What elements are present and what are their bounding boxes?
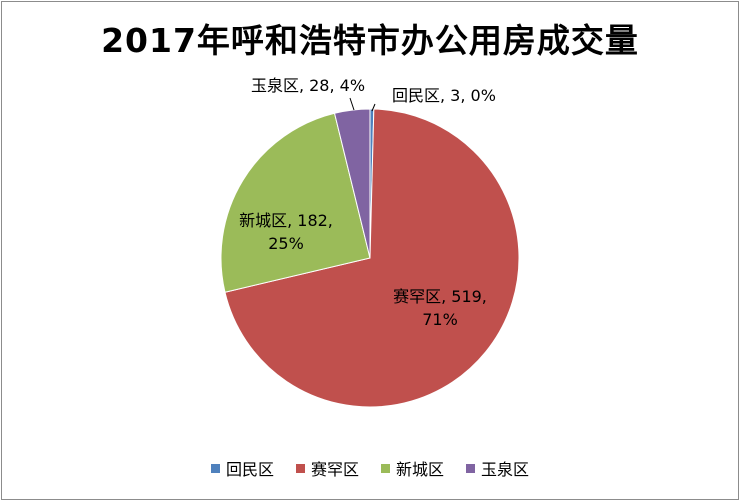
data-label-1-line-1: 回民区, 3, 0%	[392, 86, 496, 105]
legend-label: 玉泉区	[481, 460, 530, 479]
leader-line-1	[371, 103, 376, 112]
pie-slice-4	[333, 108, 371, 259]
legend-label: 新城区	[396, 460, 445, 479]
legend-item-2: 赛罕区	[295, 456, 359, 480]
leader-line-4	[349, 97, 355, 111]
data-label-2-line-2: 71%	[422, 310, 458, 329]
legend-item-3: 新城区	[381, 456, 444, 480]
pie-slice-3	[220, 112, 371, 293]
legend-item-4: 玉泉区	[466, 456, 529, 480]
data-label-3-line-1: 新城区, 182,	[239, 211, 333, 230]
legend-label: 回民区	[225, 460, 274, 479]
legend-item-1: 回民区	[210, 456, 274, 480]
legend-swatch	[381, 463, 390, 473]
data-label-4-line-1: 玉泉区, 28, 4%	[251, 76, 365, 95]
legend-label: 赛罕区	[310, 460, 359, 479]
data-label-3-line-2: 25%	[268, 234, 304, 253]
legend-swatch	[466, 463, 476, 473]
pie-slice-2	[224, 108, 520, 408]
legend-swatch	[295, 463, 305, 473]
legend-swatch	[210, 463, 220, 473]
data-label-2-line-1: 赛罕区, 519,	[393, 287, 487, 306]
legend: 回民区 赛罕区 新城区 玉泉区	[0, 456, 740, 480]
chart-title: 2017年呼和浩特市办公用房成交量	[101, 21, 639, 60]
